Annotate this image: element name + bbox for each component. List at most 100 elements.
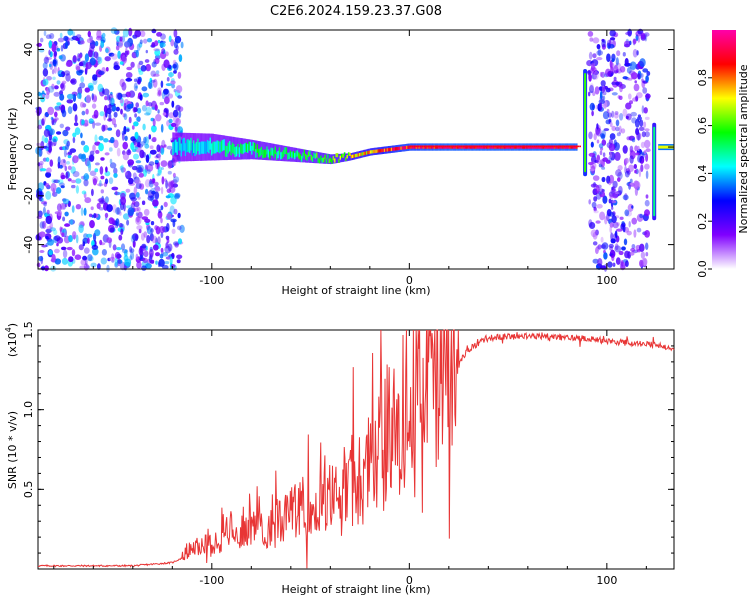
noise-cell [70,179,77,184]
noise-cell [108,217,115,225]
noise-cell [606,53,611,62]
noise-cell [617,95,621,99]
noise-cell [166,213,172,220]
noise-cell [42,78,49,86]
noise-cell [611,125,616,132]
ridge-core-cell [229,141,231,152]
noise-cell [589,222,596,229]
ridge-core-cell [294,152,296,160]
noise-cell [163,144,167,148]
noise-cell [645,148,651,153]
snr-panel: -100 0 100 0.5 1.0 1.5 Height of straight li… [4,321,675,596]
after-segment-core [658,145,674,149]
noise-cell [158,258,165,267]
noise-cell [103,112,106,121]
noise-cell [111,105,117,112]
noise-cell [49,61,54,70]
noise-cell [627,77,633,81]
ridge-core-cell [215,141,217,154]
noise-cell [606,109,610,114]
noise-cell [137,142,141,148]
noise-cell [85,108,89,115]
noise-cell [132,233,139,241]
noise-cell [593,210,599,214]
noise-cell [52,58,59,67]
noise-cell [130,61,135,68]
ridge-center-cell [480,145,483,148]
x-tick-label: 100 [596,274,617,287]
noise-cell [144,179,151,188]
noise-cell [85,174,90,180]
noise-cell [87,254,93,262]
noise-cell [53,65,57,74]
noise-cell [47,239,54,246]
noise-cell [592,258,599,264]
ridge-core-cell [264,149,267,158]
noise-cell [72,103,78,112]
ridge-core-cell [352,154,354,158]
ridge-core-cell [381,148,383,153]
noise-cell [130,251,135,260]
noise-cell [52,138,57,147]
noise-cell [168,181,174,189]
noise-cell [631,72,638,80]
noise-cell [119,53,126,62]
noise-cell [76,34,82,39]
ridge-core-cell [345,157,347,161]
noise-cell [141,265,147,271]
noise-cell [611,186,616,193]
ridge-center-cell [439,145,441,148]
noise-cell [174,242,179,248]
noise-cell [639,58,646,68]
noise-cell [72,231,77,240]
noise-cell [135,85,138,89]
noise-cell [599,91,603,100]
noise-cell [145,106,152,116]
noise-cell [137,164,145,173]
noise-cell [117,92,123,101]
noise-cell [599,191,606,198]
ridge-halo-cell [336,154,339,163]
noise-cell [111,53,118,60]
noise-cell [66,161,70,165]
noise-cell [146,164,154,172]
noise-cell [40,37,44,43]
noise-cell [128,177,134,185]
noise-cell [115,35,121,42]
noise-cell [595,126,601,135]
ridge-core-cell [316,152,318,158]
noise-cell [165,180,169,189]
snr-y-tick-label: 1.5 [22,321,35,339]
noise-cell [596,204,603,209]
noise-cell [619,66,626,73]
colorbar-tick-label: 0.6 [696,117,709,135]
noise-cell [145,263,152,269]
noise-cell [154,186,161,192]
ridge-core-cell [349,152,351,156]
noise-cell [92,175,99,183]
ridge-core-cell [211,143,213,156]
noise-cell [78,224,84,233]
ridge-core-cell [194,143,196,157]
noise-cell [157,109,160,114]
noise-cell [42,68,49,77]
noise-cell [65,61,72,67]
noise-cell [160,248,164,253]
noise-cell [101,124,106,132]
noise-cell [111,253,115,261]
noise-cell [590,141,594,148]
noise-cell [600,244,606,249]
noise-cell [622,52,626,57]
ridge-center-cell [423,145,425,148]
noise-cell [96,202,101,209]
noise-cell [144,112,151,116]
noise-cell [593,133,597,141]
noise-cell [600,80,606,87]
noise-cell [177,95,183,99]
noise-cell [637,145,640,152]
noise-cell [640,251,646,259]
noise-cell [40,197,44,202]
noise-cell [645,252,649,257]
noise-cell [72,136,76,144]
noise-cell [132,239,136,248]
